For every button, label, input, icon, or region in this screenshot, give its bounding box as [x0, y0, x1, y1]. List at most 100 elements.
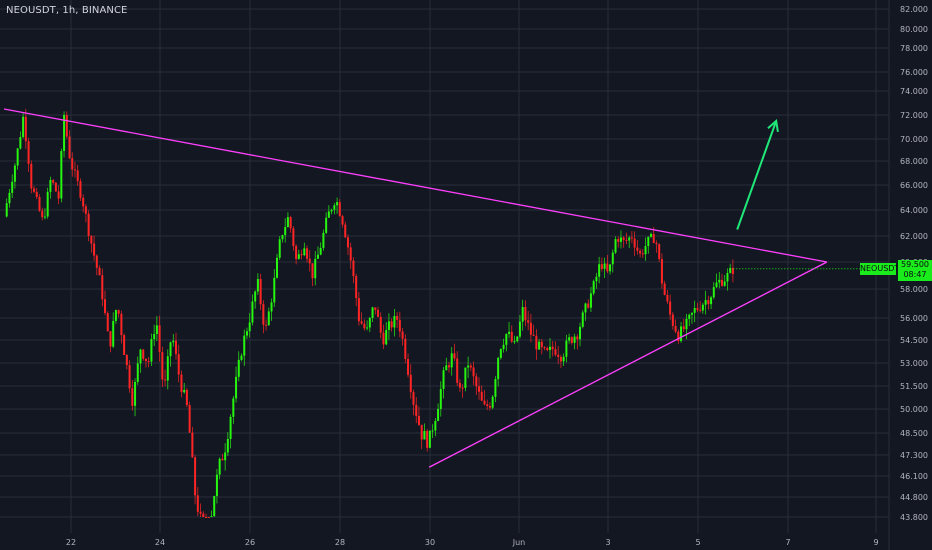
candle-body: [396, 315, 399, 320]
candle-body: [377, 309, 380, 317]
candle-body: [314, 258, 317, 279]
candle-body: [480, 391, 483, 401]
candle-body: [379, 316, 382, 333]
candle-body: [229, 416, 232, 439]
candle-body: [543, 347, 546, 349]
candle-body: [5, 203, 8, 217]
bar-countdown: 08:47: [903, 270, 927, 279]
candle-body: [491, 396, 494, 408]
candle-body: [338, 202, 341, 217]
candle-body: [398, 319, 401, 332]
candle-body: [172, 340, 175, 343]
price-tick-label: 47.300: [900, 451, 928, 460]
time-tick-label: 28: [335, 538, 345, 547]
candle-body: [674, 325, 677, 332]
candle-body: [251, 301, 254, 323]
price-tick-label: 82.000: [900, 5, 928, 14]
candle-body: [169, 342, 172, 357]
candle-body: [24, 116, 27, 142]
candle-body: [720, 279, 723, 286]
candle-body: [726, 272, 729, 282]
candle-body: [98, 267, 101, 276]
candle-body: [174, 340, 177, 355]
candle-body: [161, 352, 164, 380]
candle-body: [630, 237, 633, 239]
candle-body: [300, 254, 303, 256]
candle-body: [669, 301, 672, 315]
candle-body: [568, 337, 571, 341]
candle-body: [93, 243, 96, 256]
candle-body: [22, 116, 25, 138]
time-tick-label: 5: [695, 538, 700, 547]
candle-body: [562, 356, 565, 362]
candle-body: [243, 335, 246, 356]
candle-body: [540, 341, 543, 348]
candle-body: [196, 495, 199, 512]
candle-body: [259, 279, 262, 305]
candle-body: [554, 349, 557, 355]
price-axis: 82.000 80.000 78.000 76.000 74.000 72.000 70.0…: [900, 5, 928, 522]
candle-body: [254, 291, 257, 302]
candle-body: [636, 247, 639, 251]
candle-body: [43, 216, 46, 218]
candle-body: [527, 320, 530, 323]
candle-body: [663, 283, 666, 295]
candle-body: [213, 495, 216, 517]
candle-body: [447, 365, 450, 368]
candle-body: [188, 405, 191, 433]
candle-body: [292, 228, 295, 247]
candle-body: [202, 513, 205, 517]
candle-body: [428, 430, 431, 448]
candle-body: [95, 255, 98, 268]
candle-body: [393, 315, 396, 328]
bullish-arrow-head: [767, 119, 779, 133]
candle-body: [685, 318, 688, 330]
price-tick-label: 51.500: [900, 382, 928, 391]
candle-body: [600, 264, 603, 269]
candle-body: [33, 188, 36, 192]
candle-body: [240, 355, 243, 360]
candle-body: [707, 300, 710, 305]
candle-body: [49, 179, 52, 192]
candle-body: [472, 367, 475, 377]
candle-body: [718, 279, 721, 283]
candle-body: [120, 313, 123, 336]
candle-body: [557, 354, 560, 357]
candle-body: [357, 298, 360, 322]
candle-body: [516, 336, 519, 342]
candle-body: [205, 517, 208, 518]
candle-body: [123, 335, 126, 355]
candle-body: [412, 392, 415, 405]
candle-body: [587, 303, 590, 308]
candle-body: [499, 349, 502, 358]
candle-body: [603, 263, 606, 269]
candle-body: [625, 239, 628, 241]
candle-body: [226, 438, 229, 453]
price-tick-label: 43.800: [900, 513, 928, 522]
candle-body: [693, 308, 696, 313]
candle-body: [128, 365, 131, 389]
candle-body: [576, 336, 579, 340]
candle-body: [289, 217, 292, 229]
price-tick-label: 76.000: [900, 68, 928, 77]
candle-body: [194, 457, 197, 496]
candle-body: [46, 191, 49, 217]
candle-body: [589, 293, 592, 308]
candle-body: [680, 326, 683, 342]
candle-body: [701, 304, 704, 311]
price-tick-label: 53.000: [900, 359, 928, 368]
candle-body: [265, 324, 268, 326]
candle-body: [409, 374, 412, 393]
candle-body: [336, 202, 339, 206]
candle-body: [158, 325, 161, 353]
candle-body: [316, 254, 319, 259]
price-tick-label: 74.000: [900, 87, 928, 96]
candle-body: [475, 376, 478, 387]
price-tick-label: 70.000: [900, 135, 928, 144]
candle-body: [439, 388, 442, 409]
candle-body: [325, 217, 328, 233]
candle-body: [278, 239, 281, 258]
candle-body: [644, 246, 647, 255]
candle-body: [363, 323, 366, 329]
